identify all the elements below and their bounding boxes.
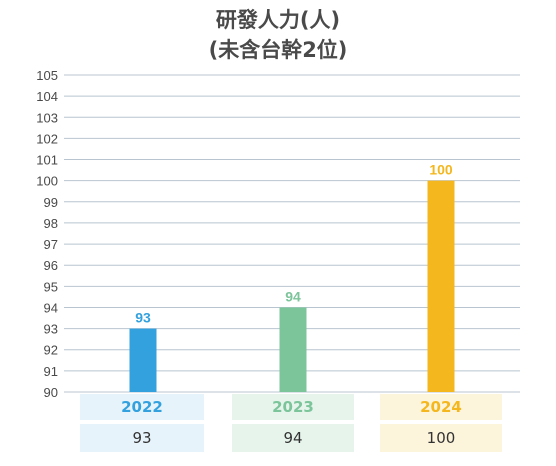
year-cell-2022: 2022: [80, 394, 204, 420]
value-cell-2022: 93: [80, 424, 204, 452]
y-tick-label: 99: [44, 195, 58, 210]
y-tick-label: 100: [36, 174, 58, 189]
year-cell-2023: 2023: [232, 394, 354, 420]
y-tick-label: 101: [36, 153, 58, 168]
chart-title: 研發人力(人): [215, 8, 341, 32]
data-label-2023: 94: [285, 288, 301, 304]
y-tick-label: 98: [44, 216, 58, 231]
y-tick-label: 96: [44, 258, 58, 273]
data-label-2022: 93: [135, 310, 151, 326]
y-tick-label: 103: [36, 110, 58, 125]
bar-chart: 90 91 92 93 94 95 96 97 98 99 100 101 102 103 104 105 93…: [36, 68, 520, 400]
y-tick-label: 91: [44, 364, 58, 379]
y-tick-label: 102: [36, 131, 58, 146]
bar-2022: [129, 328, 157, 392]
y-tick-label: 94: [44, 300, 58, 315]
y-tick-label: 97: [44, 237, 58, 252]
bar-2023: [279, 307, 307, 392]
y-tick-label: 90: [44, 385, 58, 400]
bar-2024: [427, 180, 455, 392]
y-tick-label: 95: [44, 279, 58, 294]
year-cell-2024: 2024: [380, 394, 502, 420]
chart-subtitle: (未含台幹2位): [208, 38, 348, 62]
data-label-2024: 100: [429, 162, 453, 178]
y-tick-label: 104: [36, 89, 58, 104]
y-tick-label: 93: [44, 322, 58, 337]
y-tick-label: 105: [36, 68, 58, 83]
value-cell-2023: 94: [232, 424, 354, 452]
value-cell-2024: 100: [380, 424, 502, 452]
y-tick-label: 92: [44, 343, 58, 358]
